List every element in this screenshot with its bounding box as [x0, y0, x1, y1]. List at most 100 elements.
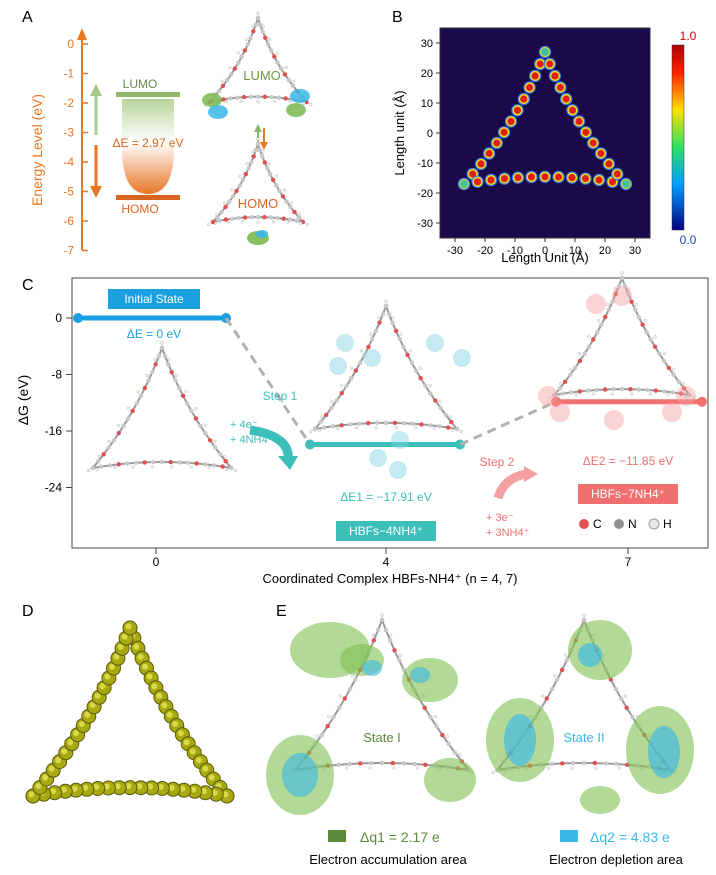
atom: [185, 401, 190, 406]
density-map-x-label: Length Unit (Å): [501, 250, 588, 265]
panel-letter-e: E: [276, 603, 287, 620]
atom: [636, 314, 641, 320]
hydrogen-atom: [136, 390, 140, 394]
atom: [290, 83, 296, 89]
atom: [241, 94, 247, 100]
atom: [232, 66, 237, 71]
atom: [552, 392, 557, 398]
isosurface-highlight: [133, 643, 140, 650]
density-blob-core: [595, 176, 603, 184]
hydrogen-atom: [643, 318, 647, 322]
atom: [423, 383, 428, 388]
panel-d: D: [22, 603, 235, 804]
x-tick-label: 0: [153, 555, 160, 569]
atom: [452, 750, 458, 755]
nh4-highlight: [391, 431, 409, 449]
atom: [255, 141, 261, 147]
atom: [428, 391, 433, 396]
hydrogen-atom: [86, 468, 90, 473]
atom: [236, 215, 241, 221]
atom: [410, 421, 415, 426]
density-blob-core: [613, 170, 621, 178]
step1-ions: + 4NH4⁺: [230, 434, 274, 446]
atom: [624, 705, 629, 710]
atom: [246, 166, 251, 171]
atom: [99, 464, 104, 469]
hydrogen-atom: [617, 766, 621, 770]
atom: [662, 389, 667, 394]
hydrogen-atom: [194, 406, 198, 411]
hydrogen-atom: [274, 174, 279, 178]
energy-levels: [73, 313, 707, 450]
hydrogen-atom: [236, 51, 240, 55]
isosurface-highlight: [222, 791, 229, 798]
atom: [275, 215, 280, 221]
hydrogen-atom: [408, 349, 412, 353]
atom: [235, 95, 240, 100]
isosurface-highlight: [60, 786, 67, 793]
density-blob-core: [568, 174, 576, 182]
atom: [142, 385, 147, 391]
hydrogen-atom: [271, 220, 275, 224]
atom: [619, 696, 624, 701]
density-blob-core: [527, 173, 536, 181]
depletion-lobe: [578, 643, 602, 667]
accumulation-lobe: [580, 786, 620, 814]
hydrogen-atom: [692, 395, 696, 400]
energy-profile-x-ticks: 0 4 7: [153, 548, 632, 569]
depletion-lobe: [282, 753, 318, 797]
dq2-label: Δq2 = 4.83 e: [590, 829, 670, 845]
atom: [433, 398, 438, 403]
atom: [270, 177, 276, 182]
atom: [237, 183, 242, 188]
hydrogen-atom: [369, 332, 373, 336]
energy-tick-label: -2: [63, 96, 74, 110]
atom: [283, 96, 288, 101]
hydrogen-atom: [597, 318, 601, 322]
panel-letter-b: B: [392, 9, 403, 26]
atom: [603, 314, 608, 320]
atom: [159, 345, 165, 351]
hydrogen-atom: [623, 694, 628, 698]
atom: [366, 421, 371, 426]
charge-density-state-1: [266, 613, 476, 815]
legend-carbon-dot: [579, 519, 589, 529]
hydrogen-atom: [568, 367, 572, 371]
atom: [220, 464, 225, 469]
hydrogen-atom: [683, 394, 687, 398]
hydrogen-atom: [244, 37, 248, 41]
hydrogen-atom: [309, 102, 313, 107]
hydrogen-atom: [681, 382, 685, 386]
panel-a: A 0 -1 -2 -3 -4 -5 -6 -7 Energy Level (eV) LUMO…: [22, 9, 313, 258]
hydrogen-atom: [167, 357, 171, 361]
atom: [324, 412, 329, 418]
atom: [613, 291, 618, 297]
step2-curved-arrow: [493, 469, 528, 500]
lumo-lobe: [208, 105, 228, 119]
density-blob-core: [493, 139, 501, 147]
depletion-swatch: [560, 830, 578, 842]
panel-letter-c: C: [22, 277, 34, 294]
atom: [681, 386, 687, 391]
isosurface-highlight: [121, 633, 128, 640]
atom: [223, 459, 228, 464]
hydrogen-atom: [392, 766, 396, 770]
atom: [568, 372, 573, 377]
hydrogen-atom: [672, 367, 676, 371]
atom: [353, 368, 358, 373]
lumo-lobe: [286, 103, 306, 117]
isosurface-highlight: [147, 783, 154, 790]
hydrogen-atom: [384, 299, 388, 303]
hbfs-7nh4-label: HBFs−7NH4⁺: [591, 487, 665, 501]
atom: [133, 460, 139, 465]
hydrogen-atom: [272, 99, 276, 103]
atom: [619, 386, 625, 392]
density-blob-core: [581, 175, 590, 183]
y-tick-label: 0: [427, 128, 433, 140]
isosurface-highlight: [78, 721, 85, 727]
atom: [288, 204, 293, 210]
colorbar-min-label: 0.0: [680, 233, 697, 247]
hydrogen-atom: [261, 24, 265, 28]
hydrogen-atom: [340, 383, 344, 388]
atom: [198, 423, 203, 428]
